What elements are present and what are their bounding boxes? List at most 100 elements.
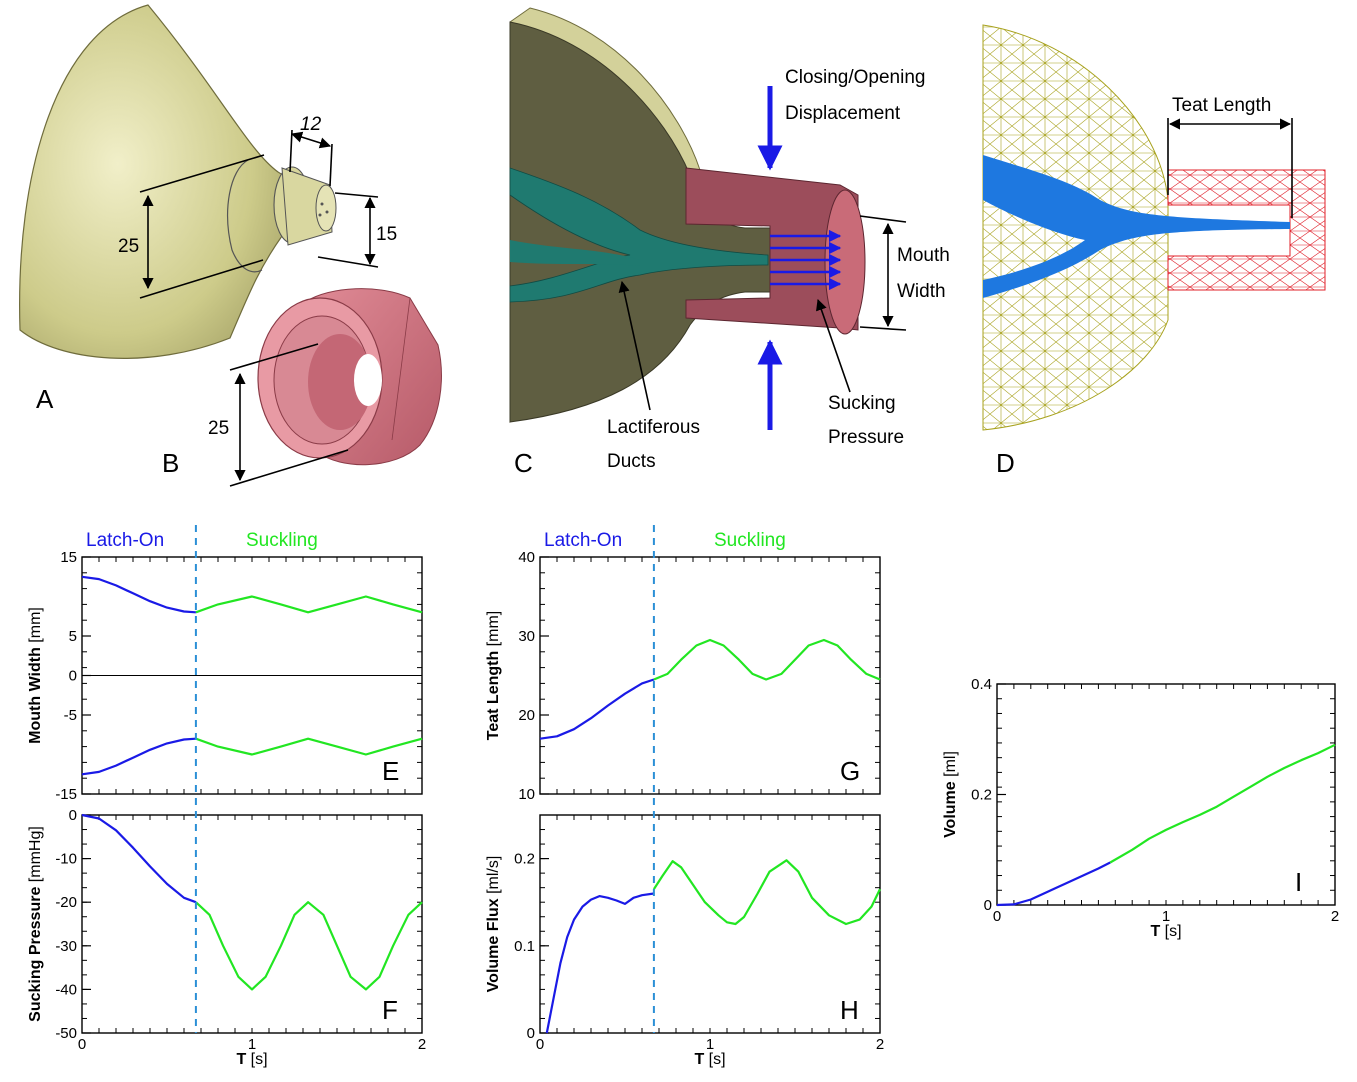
panel-a-dim-15: 15 [376, 224, 397, 245]
y-axis-title-unit: [ml/s] [485, 856, 502, 894]
y-tick-label: 0 [984, 897, 992, 914]
panel-b-dim-25: 25 [208, 418, 229, 439]
panel-c-cross-section [509, 7, 907, 430]
series-line-suck [195, 901, 423, 991]
series-line-suck [195, 595, 423, 614]
y-tick-label: -50 [55, 1025, 77, 1042]
panel-a-dim-25: 25 [118, 236, 139, 257]
y-tick-label: 0 [527, 1025, 535, 1042]
chart-g: 10 20 30 40 Teat Length [mm] G [485, 549, 881, 803]
series-line-latch [545, 892, 655, 1034]
x-axis-title-unit: [s] [709, 1051, 726, 1068]
x-axis-title: T [s] [236, 1051, 267, 1068]
phase-latch-on-label-left: Latch-On [86, 530, 164, 551]
x-tick-label: 0 [78, 1036, 86, 1053]
panel-letter: I [1295, 867, 1302, 897]
y-axis-title: Volume Flux [ml/s] [485, 856, 502, 993]
series-line-latch [81, 737, 196, 776]
x-axis-title-name: T [236, 1051, 250, 1068]
y-axis-title: Teat Length [mm] [485, 611, 502, 740]
series-line-latch [81, 813, 197, 904]
x-tick-label: 1 [248, 1036, 256, 1053]
chart-f: -50 -40 -30 -20 -10 0 0 1 2 T [s] Sucking Pressure… [27, 807, 426, 1068]
x-tick-label: 0 [536, 1036, 544, 1053]
y-axis-title-unit: [mm] [27, 607, 44, 643]
y-tick-label: 0.1 [514, 938, 535, 955]
y-axis-title-unit: [mm] [485, 611, 502, 647]
panel-c-mouth-label: Mouth [897, 245, 950, 266]
x-tick-label: 2 [876, 1036, 884, 1053]
panel-d-teat-length-label: Teat Length [1172, 95, 1271, 116]
y-tick-label: -30 [55, 938, 77, 955]
y-tick-label: 0.2 [971, 787, 992, 804]
y-tick-label: 30 [518, 628, 535, 645]
y-axis-title-name: Volume Flux [485, 894, 502, 992]
panel-c-sucking-label-2: Pressure [828, 427, 904, 448]
phase-latch-on-label-right: Latch-On [544, 530, 622, 551]
y-tick-label: 0 [69, 807, 77, 824]
phase-suckling-label-left: Suckling [246, 530, 318, 551]
chart-i: 0 0.2 0.4 0 1 2 T [s] Volume [ml] I [942, 676, 1339, 940]
panel-c-sucking-label-1: Sucking [828, 393, 896, 414]
panel-b-letter: B [162, 448, 179, 478]
y-axis-title-name: Volume [942, 777, 959, 838]
panel-b-mouth-ring [229, 288, 442, 487]
x-tick-label: 2 [1331, 908, 1339, 925]
y-axis-title: Sucking Pressure [mmHg] [27, 826, 44, 1022]
x-axis-title: T [s] [1150, 923, 1181, 940]
panel-letter: H [840, 995, 859, 1025]
y-axis-title-name: Teat Length [485, 646, 502, 740]
x-axis-title-unit: [s] [251, 1051, 268, 1068]
x-axis-title-unit: [s] [1165, 923, 1182, 940]
y-tick-label: 15 [60, 549, 77, 566]
panel-a-breast-model [19, 4, 379, 359]
x-axis-title-name: T [694, 1051, 708, 1068]
y-axis-title-name: Mouth Width [27, 643, 44, 744]
y-tick-label: 0.2 [514, 851, 535, 868]
y-tick-label: 5 [69, 628, 77, 645]
y-tick-label: -5 [64, 707, 77, 724]
x-tick-label: 2 [418, 1036, 426, 1053]
panel-c-ducts-label-1: Lactiferous [607, 417, 700, 438]
series-line-latch [996, 861, 1111, 907]
series-line-suck [1109, 743, 1336, 864]
panel-letter: E [382, 756, 399, 786]
x-tick-label: 0 [993, 908, 1001, 925]
panel-c-closing-label: Closing/Opening [785, 67, 925, 88]
y-axis-title: Mouth Width [mm] [27, 607, 44, 744]
panel-c-displacement-label: Displacement [785, 103, 901, 124]
plot-frame [539, 556, 881, 795]
panel-c-letter: C [514, 448, 533, 478]
y-tick-label: -15 [55, 786, 77, 803]
panel-c-ducts-label-2: Ducts [607, 451, 656, 472]
panel-a-letter: A [36, 384, 54, 414]
series-line-suck [195, 737, 423, 756]
series-line-suck [653, 638, 881, 681]
series-line-latch [81, 575, 196, 614]
y-axis-title-name: Sucking Pressure [27, 882, 44, 1022]
panel-letter: F [382, 995, 398, 1025]
x-axis-title: T [s] [694, 1051, 725, 1068]
panel-a-dim-12: 12 [300, 114, 322, 135]
x-tick-label: 1 [1162, 908, 1170, 925]
y-tick-label: -40 [55, 981, 77, 998]
plot-frame [996, 683, 1336, 906]
plot-frame [539, 814, 881, 1034]
panel-d-mesh [982, 24, 1326, 431]
y-tick-label: -10 [55, 851, 77, 868]
x-tick-label: 1 [706, 1036, 714, 1053]
panel-letter: G [840, 756, 860, 786]
series-line-suck [652, 859, 881, 926]
y-tick-label: 0 [69, 668, 77, 685]
y-axis-title-unit: [mmHg] [27, 826, 44, 882]
y-axis-title: Volume [ml] [942, 751, 959, 838]
panel-d-letter: D [996, 448, 1015, 478]
y-tick-label: 10 [518, 786, 535, 803]
chart-h: 0 0.1 0.2 0 1 2 T [s] Volume Flux [ml/s] H [485, 814, 884, 1068]
y-tick-label: -20 [55, 894, 77, 911]
x-axis-title-name: T [1150, 923, 1164, 940]
y-tick-label: 40 [518, 549, 535, 566]
y-tick-label: 20 [518, 707, 535, 724]
